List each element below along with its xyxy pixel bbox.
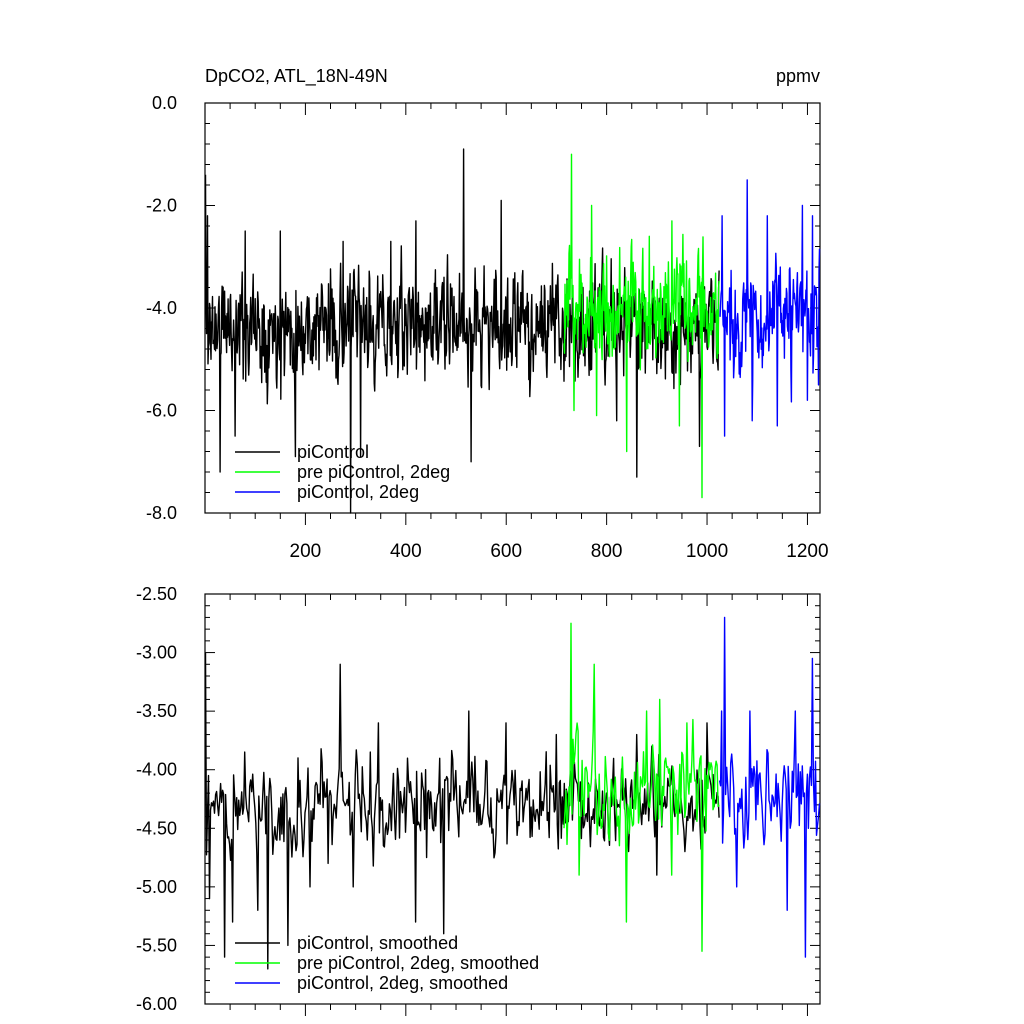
y-tick-label: -6.00 [136, 994, 177, 1014]
x-tick-label: 800 [591, 541, 623, 562]
y-tick-label: -2.50 [136, 584, 177, 604]
x-tick-label: 200 [290, 541, 322, 562]
series-line [719, 179, 821, 437]
series-line [204, 148, 720, 514]
y-tick-label: -3.00 [136, 643, 177, 663]
x-tick-label: 1200 [786, 541, 828, 562]
x-tick-label: 1000 [686, 541, 728, 562]
y-tick-label: 0.0 [152, 93, 177, 113]
bottom-series-group [204, 616, 821, 970]
bottom-plot-frame [204, 593, 821, 1005]
legend-label: piControl, 2deg [297, 482, 419, 502]
series-line [718, 616, 821, 958]
top-axis-ticks: 0.0 -2.0 -4.0 -6.0 -8.0 200 400 600 800 1000 1200 [146, 93, 829, 562]
y-tick-label: -5.00 [136, 877, 177, 897]
units-label: ppmv [776, 66, 820, 86]
y-tick-label: -4.00 [136, 760, 177, 780]
y-tick-label: -4.50 [136, 818, 177, 838]
y-tick-label: -2.0 [146, 196, 177, 216]
series-line [563, 622, 720, 952]
y-tick-label: -3.50 [136, 701, 177, 721]
chart-title: DpCO2, ATL_18N-49N [205, 66, 388, 87]
legend-label: pre piControl, 2deg, smoothed [297, 953, 539, 973]
y-tick-label: -5.50 [136, 935, 177, 955]
legend-label: piControl, 2deg, smoothed [297, 973, 508, 993]
y-tick-label: -8.0 [146, 503, 177, 523]
legend-label: pre piControl, 2deg [297, 462, 450, 482]
legend-label: piControl, smoothed [297, 933, 458, 953]
bottom-axis-ticks: -2.50 -3.00 -3.50 -4.00 -4.50 -5.00 -5.50 -6.00 [136, 584, 820, 1016]
bottom-panel: -2.50 -3.00 -3.50 -4.00 -4.50 -5.00 -5.50 -6.00… [136, 584, 821, 1016]
x-tick-label: 600 [490, 541, 522, 562]
top-series-group [204, 148, 821, 514]
y-tick-label: -4.0 [146, 298, 177, 318]
legend-label: piControl [297, 442, 369, 462]
series-line [563, 153, 720, 499]
x-tick-label: 400 [390, 541, 422, 562]
y-tick-label: -6.0 [146, 401, 177, 421]
series-line [204, 652, 720, 970]
